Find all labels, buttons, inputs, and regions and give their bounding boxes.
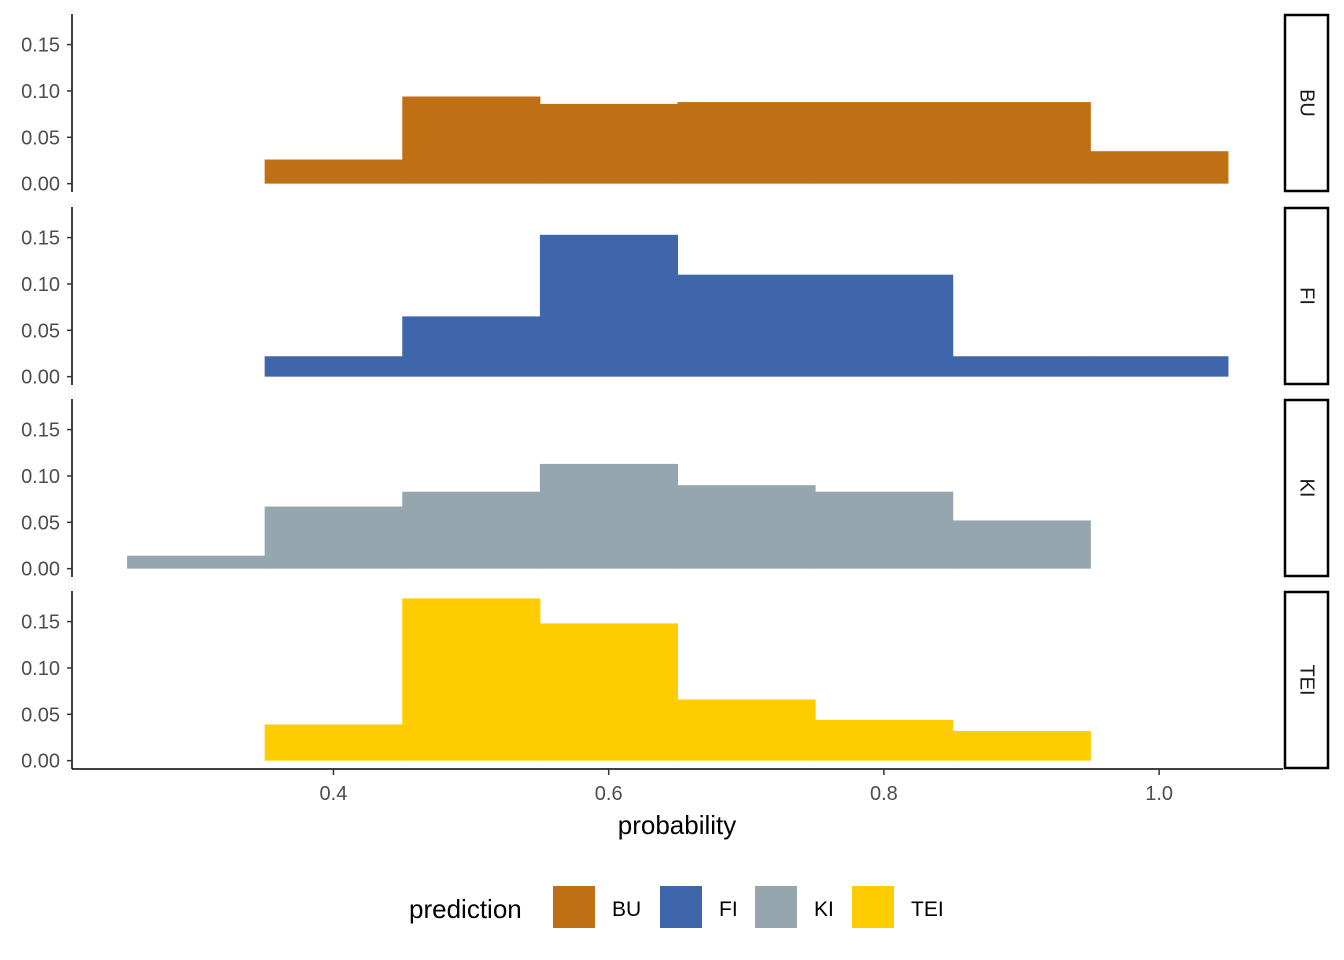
y-tick-label: 0.00 xyxy=(21,367,60,389)
y-tick-label: 0.05 xyxy=(21,704,60,726)
legend-swatch-KI xyxy=(755,886,797,928)
panel-TEI: 0.00 0.05 0.10 0.15 TEI xyxy=(21,590,1330,773)
panel-KI: 0.00 0.05 0.10 0.15 KI xyxy=(21,398,1330,581)
histogram-bar-KI xyxy=(815,491,954,569)
histogram-bar-BU xyxy=(539,103,678,184)
panel-BU: 0.00 0.05 0.10 0.15 BU xyxy=(21,13,1330,196)
legend: prediction BU FI KI TEI xyxy=(409,886,944,928)
y-tick-label: 0.00 xyxy=(21,174,60,196)
x-tick-label: 1.0 xyxy=(1145,783,1173,805)
legend-swatch-FI xyxy=(660,886,702,928)
histogram-bar-KI xyxy=(127,555,266,569)
histogram-bar-KI xyxy=(677,485,816,569)
x-axis-label: probability xyxy=(618,810,737,840)
legend-swatch-BU xyxy=(553,886,595,928)
legend-swatch-TEI xyxy=(852,886,894,928)
x-axis: 0.4 0.6 0.8 1.0 xyxy=(72,768,1283,805)
y-tick-label: 0.15 xyxy=(21,420,60,442)
legend-label: KI xyxy=(814,898,834,921)
legend-label: FI xyxy=(719,898,738,921)
histogram-bar-FI xyxy=(264,356,403,377)
histogram-bar-FI xyxy=(815,274,954,377)
histogram-bar-TEI xyxy=(264,724,403,761)
facet-strip-TEI xyxy=(1283,590,1330,770)
facet-strip-label: BU xyxy=(1296,89,1318,117)
y-tick-label: 0.05 xyxy=(21,512,60,534)
panel-FI: 0.00 0.05 0.10 0.15 FI xyxy=(21,206,1330,389)
facet-strip-BU xyxy=(1283,13,1330,193)
facet-strip-label: FI xyxy=(1296,287,1318,305)
y-tick-label: 0.05 xyxy=(21,127,60,149)
histogram-bar-BU xyxy=(677,102,816,184)
histogram-bar-TEI xyxy=(402,598,541,761)
y-tick-label: 0.15 xyxy=(21,612,60,634)
facet-strip-label: KI xyxy=(1296,479,1318,498)
y-tick-label: 0.15 xyxy=(21,228,60,250)
histogram-bar-KI xyxy=(539,463,678,569)
y-tick-label: 0.10 xyxy=(21,274,60,296)
histogram-bar-FI xyxy=(952,356,1091,377)
histogram-bar-BU xyxy=(402,96,541,184)
facet-strip-label: TEI xyxy=(1296,664,1318,695)
x-tick-label: 0.4 xyxy=(320,783,348,805)
histogram-bar-FI xyxy=(539,234,678,377)
histogram-bar-BU xyxy=(952,102,1091,184)
y-tick-label: 0.00 xyxy=(21,751,60,773)
y-tick-label: 0.15 xyxy=(21,35,60,57)
histogram-bar-BU xyxy=(815,102,954,184)
panels: 0.000.050.100.15BU0.000.050.100.15FI0.00… xyxy=(21,13,1330,773)
histogram-bar-TEI xyxy=(815,719,954,761)
histogram-bar-BU xyxy=(1090,151,1229,184)
histogram-bar-FI xyxy=(677,274,816,377)
y-tick-label: 0.10 xyxy=(21,466,60,488)
histogram-bar-TEI xyxy=(677,699,816,761)
histogram-bar-KI xyxy=(264,506,403,569)
histogram-bar-BU xyxy=(264,159,403,184)
facet-strip-KI xyxy=(1283,398,1330,578)
histogram-bar-KI xyxy=(952,520,1091,569)
y-tick-label: 0.10 xyxy=(21,81,60,103)
y-tick-label: 0.05 xyxy=(21,320,60,342)
histogram-bar-TEI xyxy=(952,730,1091,761)
legend-label: BU xyxy=(612,898,641,921)
facet-strip-FI xyxy=(1283,206,1330,386)
y-tick-label: 0.10 xyxy=(21,658,60,680)
y-tick-label: 0.00 xyxy=(21,559,60,581)
histogram-bar-FI xyxy=(402,316,541,377)
x-tick-label: 0.8 xyxy=(870,783,898,805)
histogram-bar-FI xyxy=(1090,356,1229,377)
x-tick-label: 0.6 xyxy=(595,783,623,805)
histogram-bar-TEI xyxy=(539,623,678,761)
legend-title: prediction xyxy=(409,894,522,924)
legend-label: TEI xyxy=(911,898,944,921)
histogram-bar-KI xyxy=(402,491,541,569)
